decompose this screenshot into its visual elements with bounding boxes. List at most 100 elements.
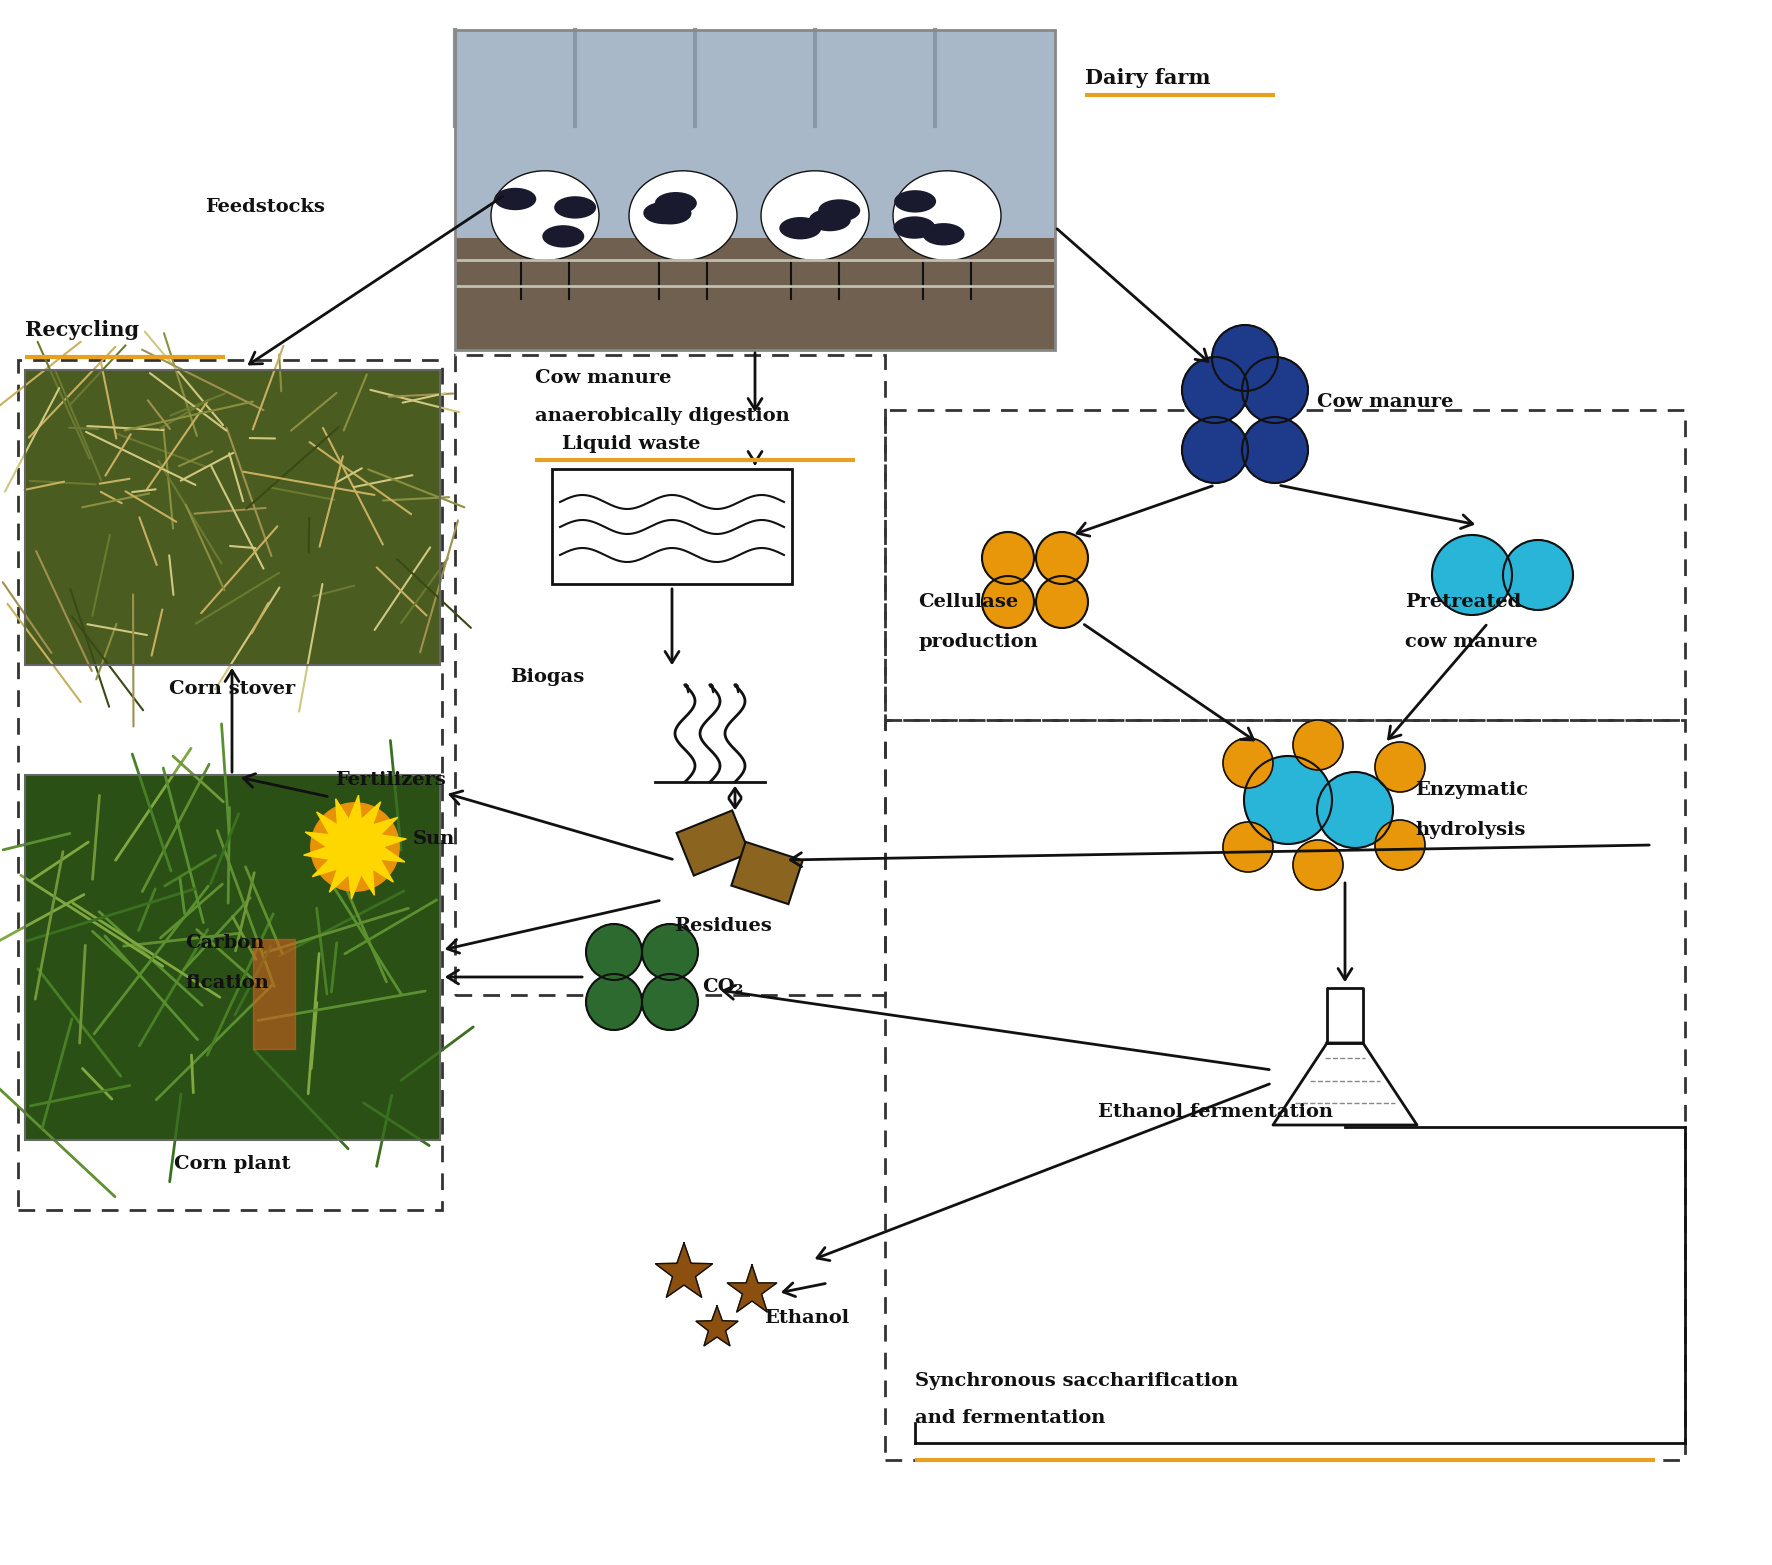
Circle shape bbox=[641, 973, 698, 1030]
Circle shape bbox=[1375, 820, 1425, 870]
Text: Recycling: Recycling bbox=[25, 319, 140, 340]
Circle shape bbox=[982, 532, 1035, 584]
Circle shape bbox=[1317, 772, 1393, 848]
Text: Corn stover: Corn stover bbox=[170, 681, 296, 698]
Polygon shape bbox=[317, 812, 337, 834]
Circle shape bbox=[1294, 840, 1343, 890]
Bar bbox=[553, 470, 792, 584]
Text: Liquid waste: Liquid waste bbox=[562, 435, 700, 452]
Ellipse shape bbox=[656, 192, 696, 214]
Circle shape bbox=[1294, 720, 1343, 770]
Polygon shape bbox=[305, 833, 330, 847]
Circle shape bbox=[587, 973, 641, 1030]
Text: CO₂: CO₂ bbox=[702, 978, 742, 995]
Polygon shape bbox=[349, 875, 361, 898]
Text: fication: fication bbox=[184, 973, 269, 992]
Text: Biogas: Biogas bbox=[510, 668, 585, 685]
Polygon shape bbox=[677, 811, 750, 875]
Circle shape bbox=[1223, 822, 1272, 872]
Text: Enzymatic: Enzymatic bbox=[1416, 781, 1527, 800]
Bar bbox=[25, 775, 439, 1139]
Text: cow manure: cow manure bbox=[1405, 632, 1538, 651]
Circle shape bbox=[1037, 576, 1088, 628]
Circle shape bbox=[641, 923, 698, 980]
Circle shape bbox=[1037, 532, 1088, 584]
Ellipse shape bbox=[494, 188, 537, 210]
Polygon shape bbox=[361, 801, 381, 825]
Bar bbox=[25, 369, 439, 665]
Polygon shape bbox=[381, 847, 404, 862]
Ellipse shape bbox=[491, 171, 599, 260]
Circle shape bbox=[587, 923, 641, 980]
Text: Synchronous saccharification: Synchronous saccharification bbox=[914, 1373, 1239, 1390]
Text: Cow manure: Cow manure bbox=[1317, 393, 1453, 412]
Text: Ethanol: Ethanol bbox=[764, 1308, 849, 1327]
Bar bbox=[18, 360, 441, 1210]
Ellipse shape bbox=[555, 196, 595, 219]
Circle shape bbox=[1242, 357, 1308, 423]
Polygon shape bbox=[330, 869, 349, 892]
Ellipse shape bbox=[895, 191, 936, 213]
Text: Feedstocks: Feedstocks bbox=[206, 199, 324, 216]
Text: anaerobically digestion: anaerobically digestion bbox=[535, 407, 790, 426]
Text: Fertilizers: Fertilizers bbox=[335, 772, 447, 789]
Polygon shape bbox=[732, 842, 803, 905]
Circle shape bbox=[1223, 739, 1272, 789]
Bar bbox=[884, 410, 1685, 720]
Polygon shape bbox=[1272, 1042, 1418, 1125]
Text: Corn plant: Corn plant bbox=[174, 1155, 291, 1174]
Circle shape bbox=[310, 803, 399, 890]
Bar bbox=[455, 30, 1054, 351]
Ellipse shape bbox=[542, 225, 585, 247]
Polygon shape bbox=[349, 795, 361, 820]
Ellipse shape bbox=[819, 199, 859, 222]
Text: Ethanol fermentation: Ethanol fermentation bbox=[1099, 1103, 1333, 1121]
Text: Residues: Residues bbox=[673, 917, 773, 934]
Circle shape bbox=[1375, 742, 1425, 792]
Polygon shape bbox=[335, 798, 349, 825]
Bar bbox=[25, 775, 439, 1139]
Text: Carbon: Carbon bbox=[184, 934, 264, 952]
Text: Pretreated: Pretreated bbox=[1405, 593, 1520, 610]
Polygon shape bbox=[381, 834, 406, 847]
Circle shape bbox=[328, 818, 383, 875]
Circle shape bbox=[1503, 540, 1574, 610]
Ellipse shape bbox=[650, 202, 691, 224]
Text: Cow manure: Cow manure bbox=[535, 369, 672, 387]
Polygon shape bbox=[372, 859, 393, 883]
Circle shape bbox=[1432, 535, 1512, 615]
Polygon shape bbox=[1327, 988, 1363, 1042]
Text: Cellulase: Cellulase bbox=[918, 593, 1019, 610]
Polygon shape bbox=[696, 1307, 737, 1346]
Polygon shape bbox=[656, 1243, 712, 1297]
Ellipse shape bbox=[808, 208, 851, 232]
Circle shape bbox=[982, 576, 1035, 628]
Circle shape bbox=[1242, 416, 1308, 484]
Bar bbox=[455, 355, 884, 995]
Polygon shape bbox=[303, 847, 330, 859]
Ellipse shape bbox=[893, 171, 1001, 260]
Polygon shape bbox=[253, 939, 294, 1049]
Ellipse shape bbox=[893, 216, 936, 239]
Bar bbox=[455, 30, 1054, 351]
Circle shape bbox=[1244, 756, 1333, 844]
Circle shape bbox=[1182, 357, 1247, 423]
Text: Dairy farm: Dairy farm bbox=[1084, 67, 1210, 88]
Bar bbox=[884, 720, 1685, 1460]
Circle shape bbox=[1182, 416, 1247, 484]
Polygon shape bbox=[361, 869, 374, 895]
Text: and fermentation: and fermentation bbox=[914, 1408, 1106, 1427]
Ellipse shape bbox=[643, 202, 686, 224]
Circle shape bbox=[1212, 326, 1278, 391]
Text: production: production bbox=[918, 632, 1038, 651]
Ellipse shape bbox=[780, 218, 822, 239]
Bar bbox=[455, 238, 1054, 351]
Text: hydrolysis: hydrolysis bbox=[1416, 822, 1526, 839]
Bar bbox=[25, 369, 439, 665]
Ellipse shape bbox=[760, 171, 868, 260]
Polygon shape bbox=[727, 1265, 776, 1311]
Polygon shape bbox=[312, 859, 337, 876]
Polygon shape bbox=[372, 817, 397, 834]
Ellipse shape bbox=[629, 171, 737, 260]
Ellipse shape bbox=[923, 224, 964, 246]
